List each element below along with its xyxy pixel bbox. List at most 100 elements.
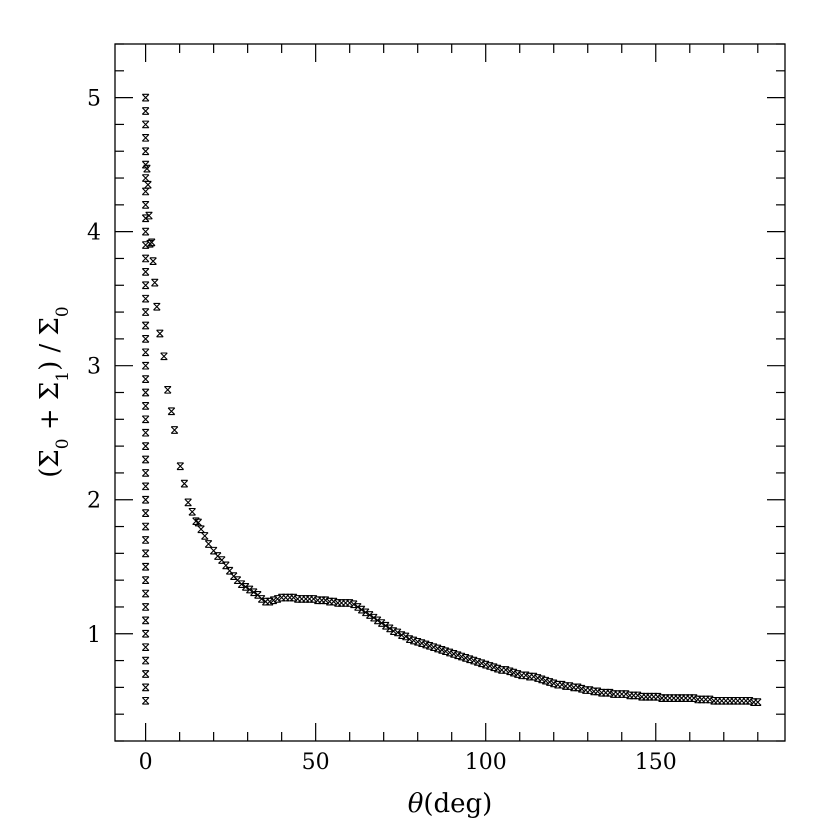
data-point — [250, 588, 258, 597]
data-point — [722, 696, 730, 705]
data-point — [141, 361, 150, 370]
data-point — [405, 635, 414, 643]
data-point — [141, 549, 150, 558]
data-point — [609, 690, 618, 698]
data-point — [204, 540, 213, 548]
data-point — [457, 652, 466, 661]
data-point — [141, 335, 150, 343]
data-point — [418, 639, 426, 648]
data-point — [486, 662, 494, 670]
data-point — [450, 650, 458, 658]
data-point — [534, 674, 542, 682]
data-point — [626, 691, 634, 700]
data-point — [141, 120, 150, 129]
data-point — [402, 632, 410, 641]
data-point — [477, 659, 486, 668]
data-point — [350, 600, 358, 609]
data-point — [321, 596, 330, 605]
y-tick-label: 3 — [87, 355, 101, 380]
data-point — [141, 455, 150, 464]
data-point — [414, 637, 422, 646]
data-point — [141, 254, 150, 263]
data-point — [473, 658, 482, 666]
data-point — [241, 583, 250, 591]
x-tick-label: 100 — [465, 750, 507, 775]
data-point — [141, 536, 150, 544]
data-point — [393, 628, 402, 637]
data-point — [153, 302, 161, 311]
data-point — [214, 552, 222, 560]
data-point — [345, 599, 354, 607]
data-point — [690, 694, 698, 702]
data-point — [525, 672, 534, 681]
data-point — [386, 624, 394, 633]
data-point — [645, 692, 654, 701]
data-point — [143, 164, 151, 173]
y-axis-title: (Σ0 + Σ1) / Σ0 — [35, 306, 73, 478]
data-point — [257, 595, 266, 603]
data-point — [141, 603, 150, 611]
data-point — [156, 329, 164, 338]
data-point — [148, 238, 156, 247]
data-point — [225, 566, 234, 575]
data-point — [141, 308, 150, 316]
data-point — [209, 546, 218, 555]
data-point — [466, 655, 474, 664]
x-axis-title: θ(deg) — [408, 789, 493, 819]
data-point — [337, 599, 346, 607]
data-point — [197, 525, 205, 534]
data-point — [461, 654, 470, 662]
y-tick-label: 4 — [87, 221, 101, 246]
data-point — [558, 680, 566, 689]
x-tick-label: 0 — [139, 750, 153, 775]
data-point — [377, 619, 386, 627]
data-point — [141, 576, 150, 585]
data-point — [266, 597, 274, 606]
x-tick-label: 50 — [302, 750, 330, 775]
data-point — [561, 682, 570, 690]
data-point — [141, 402, 150, 410]
data-point — [597, 688, 606, 697]
data-point — [341, 599, 350, 607]
data-point — [141, 495, 150, 504]
data-point — [493, 664, 502, 673]
data-point — [593, 687, 602, 696]
data-point — [409, 636, 418, 645]
plot-frame — [114, 43, 786, 742]
data-point — [141, 294, 150, 303]
data-point — [141, 415, 150, 424]
y-tick-label: 1 — [87, 623, 101, 648]
data-point — [289, 593, 298, 602]
x-tick-label: 150 — [635, 750, 677, 775]
data-point — [141, 562, 150, 571]
data-point — [710, 696, 718, 705]
data-point — [742, 696, 750, 705]
data-point — [329, 597, 338, 606]
data-point — [201, 532, 209, 540]
data-point — [141, 482, 150, 491]
data-point — [694, 695, 702, 704]
data-point — [566, 682, 574, 690]
data-point — [674, 694, 682, 702]
data-point — [141, 442, 150, 450]
data-point — [482, 660, 490, 669]
data-point — [545, 678, 554, 686]
data-point — [141, 281, 150, 290]
data-point — [141, 509, 150, 517]
data-point — [498, 666, 506, 674]
data-point — [422, 640, 430, 649]
data-point — [286, 593, 294, 602]
data-point — [441, 647, 450, 656]
data-point — [622, 690, 630, 698]
data-point — [141, 147, 150, 156]
data-point — [245, 585, 254, 594]
data-point — [382, 621, 390, 630]
data-points — [141, 93, 762, 706]
data-point — [141, 187, 150, 196]
data-point — [445, 648, 454, 657]
data-point — [726, 696, 734, 705]
data-point — [277, 593, 286, 602]
data-point — [606, 688, 614, 697]
data-point — [745, 696, 754, 705]
data-point — [754, 698, 762, 706]
